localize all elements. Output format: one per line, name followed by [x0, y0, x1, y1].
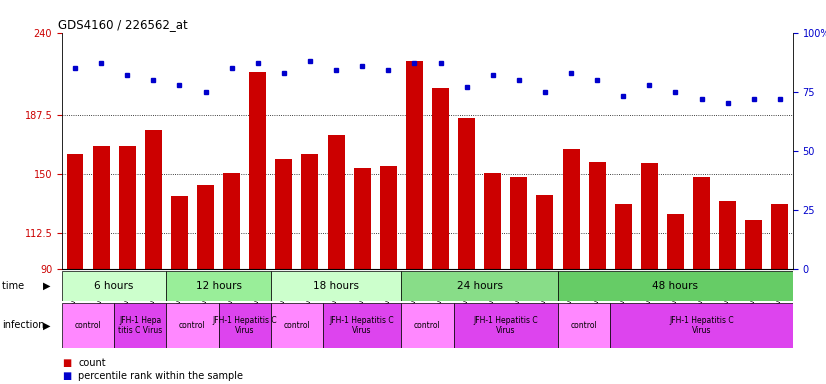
Bar	[62, 303, 114, 348]
Text: ▶: ▶	[43, 281, 50, 291]
Bar	[145, 130, 162, 269]
Bar	[719, 201, 736, 269]
Bar	[271, 303, 323, 348]
Bar	[432, 88, 449, 269]
Bar	[536, 195, 553, 269]
Bar	[119, 146, 135, 269]
Bar	[589, 162, 605, 269]
Text: 48 hours: 48 hours	[653, 281, 699, 291]
Text: infection: infection	[2, 320, 44, 331]
Text: JFH-1 Hepatitis C
Virus: JFH-1 Hepatitis C Virus	[473, 316, 538, 335]
Text: percentile rank within the sample: percentile rank within the sample	[78, 371, 244, 381]
Bar	[301, 154, 319, 269]
Bar	[558, 271, 793, 301]
Bar	[114, 303, 166, 348]
Bar	[354, 168, 371, 269]
Bar	[667, 214, 684, 269]
Bar	[197, 185, 214, 269]
Bar	[401, 303, 453, 348]
Bar	[484, 173, 501, 269]
Bar	[610, 303, 793, 348]
Bar	[558, 303, 610, 348]
Bar	[219, 303, 271, 348]
Bar	[323, 303, 401, 348]
Bar	[401, 271, 558, 301]
Bar	[453, 303, 558, 348]
Text: control: control	[74, 321, 102, 330]
Bar	[62, 271, 166, 301]
Bar	[67, 154, 83, 269]
Text: ■: ■	[62, 358, 71, 368]
Text: control: control	[571, 321, 597, 330]
Bar	[771, 204, 788, 269]
Bar	[223, 173, 240, 269]
Text: ■: ■	[62, 371, 71, 381]
Text: JFH-1 Hepatitis C
Virus: JFH-1 Hepatitis C Virus	[212, 316, 277, 335]
Bar	[458, 118, 475, 269]
Text: time: time	[2, 281, 27, 291]
Bar	[563, 149, 580, 269]
Bar	[275, 159, 292, 269]
Text: 18 hours: 18 hours	[313, 281, 359, 291]
Bar	[406, 61, 423, 269]
Bar	[271, 271, 401, 301]
Bar	[328, 135, 344, 269]
Text: control: control	[283, 321, 311, 330]
Bar	[380, 167, 396, 269]
Bar	[249, 72, 266, 269]
Text: GDS4160 / 226562_at: GDS4160 / 226562_at	[59, 18, 188, 31]
Text: JFH-1 Hepatitis C
Virus: JFH-1 Hepatitis C Virus	[669, 316, 733, 335]
Text: 12 hours: 12 hours	[196, 281, 241, 291]
Bar	[641, 163, 657, 269]
Bar	[166, 271, 271, 301]
Text: JFH-1 Hepatitis C
Virus: JFH-1 Hepatitis C Virus	[330, 316, 395, 335]
Text: JFH-1 Hepa
titis C Virus: JFH-1 Hepa titis C Virus	[118, 316, 163, 335]
Bar	[166, 303, 219, 348]
Bar	[615, 204, 632, 269]
Bar	[510, 177, 527, 269]
Bar	[93, 146, 110, 269]
Text: 6 hours: 6 hours	[94, 281, 134, 291]
Text: 24 hours: 24 hours	[457, 281, 503, 291]
Text: count: count	[78, 358, 106, 368]
Text: ▶: ▶	[43, 320, 50, 331]
Text: control: control	[179, 321, 206, 330]
Text: control: control	[414, 321, 441, 330]
Bar	[693, 177, 710, 269]
Bar	[171, 196, 188, 269]
Bar	[745, 220, 762, 269]
